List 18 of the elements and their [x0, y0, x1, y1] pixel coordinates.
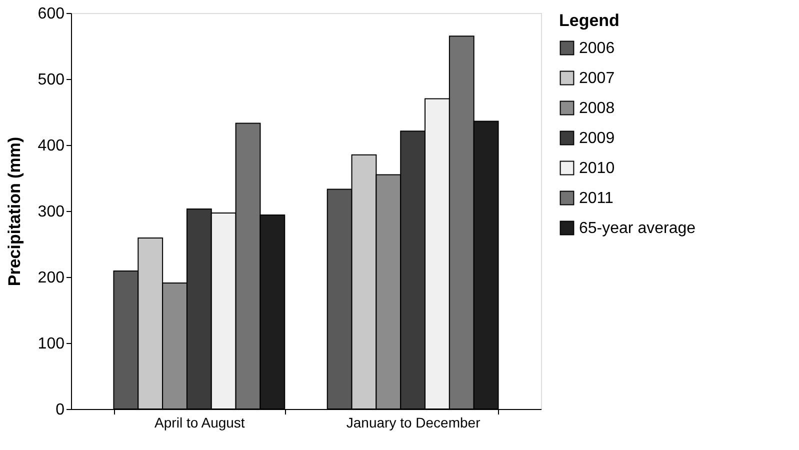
legend-label: 2010	[579, 160, 615, 177]
legend-label: 2007	[579, 70, 615, 87]
legend-label: 65-year average	[579, 220, 696, 237]
legend-label: 2009	[579, 130, 615, 147]
y-tick-label: 500	[38, 72, 65, 88]
legend-label: 2011	[579, 190, 614, 207]
y-tick-label: 400	[38, 138, 65, 154]
legend-title: Legend	[559, 11, 620, 30]
y-tick-label: 0	[56, 402, 65, 418]
legend-label: 2008	[579, 100, 615, 117]
y-tick-label: 100	[38, 336, 65, 352]
x-tick-label: April to August	[154, 414, 245, 430]
y-axis-title: Precipitation (mm)	[4, 136, 24, 286]
legend-label: 2006	[579, 40, 615, 57]
y-tick-label: 600	[38, 6, 65, 22]
x-tick-label: January to December	[346, 414, 481, 430]
y-tick-label: 300	[38, 204, 65, 220]
y-tick-label: 200	[38, 270, 65, 286]
